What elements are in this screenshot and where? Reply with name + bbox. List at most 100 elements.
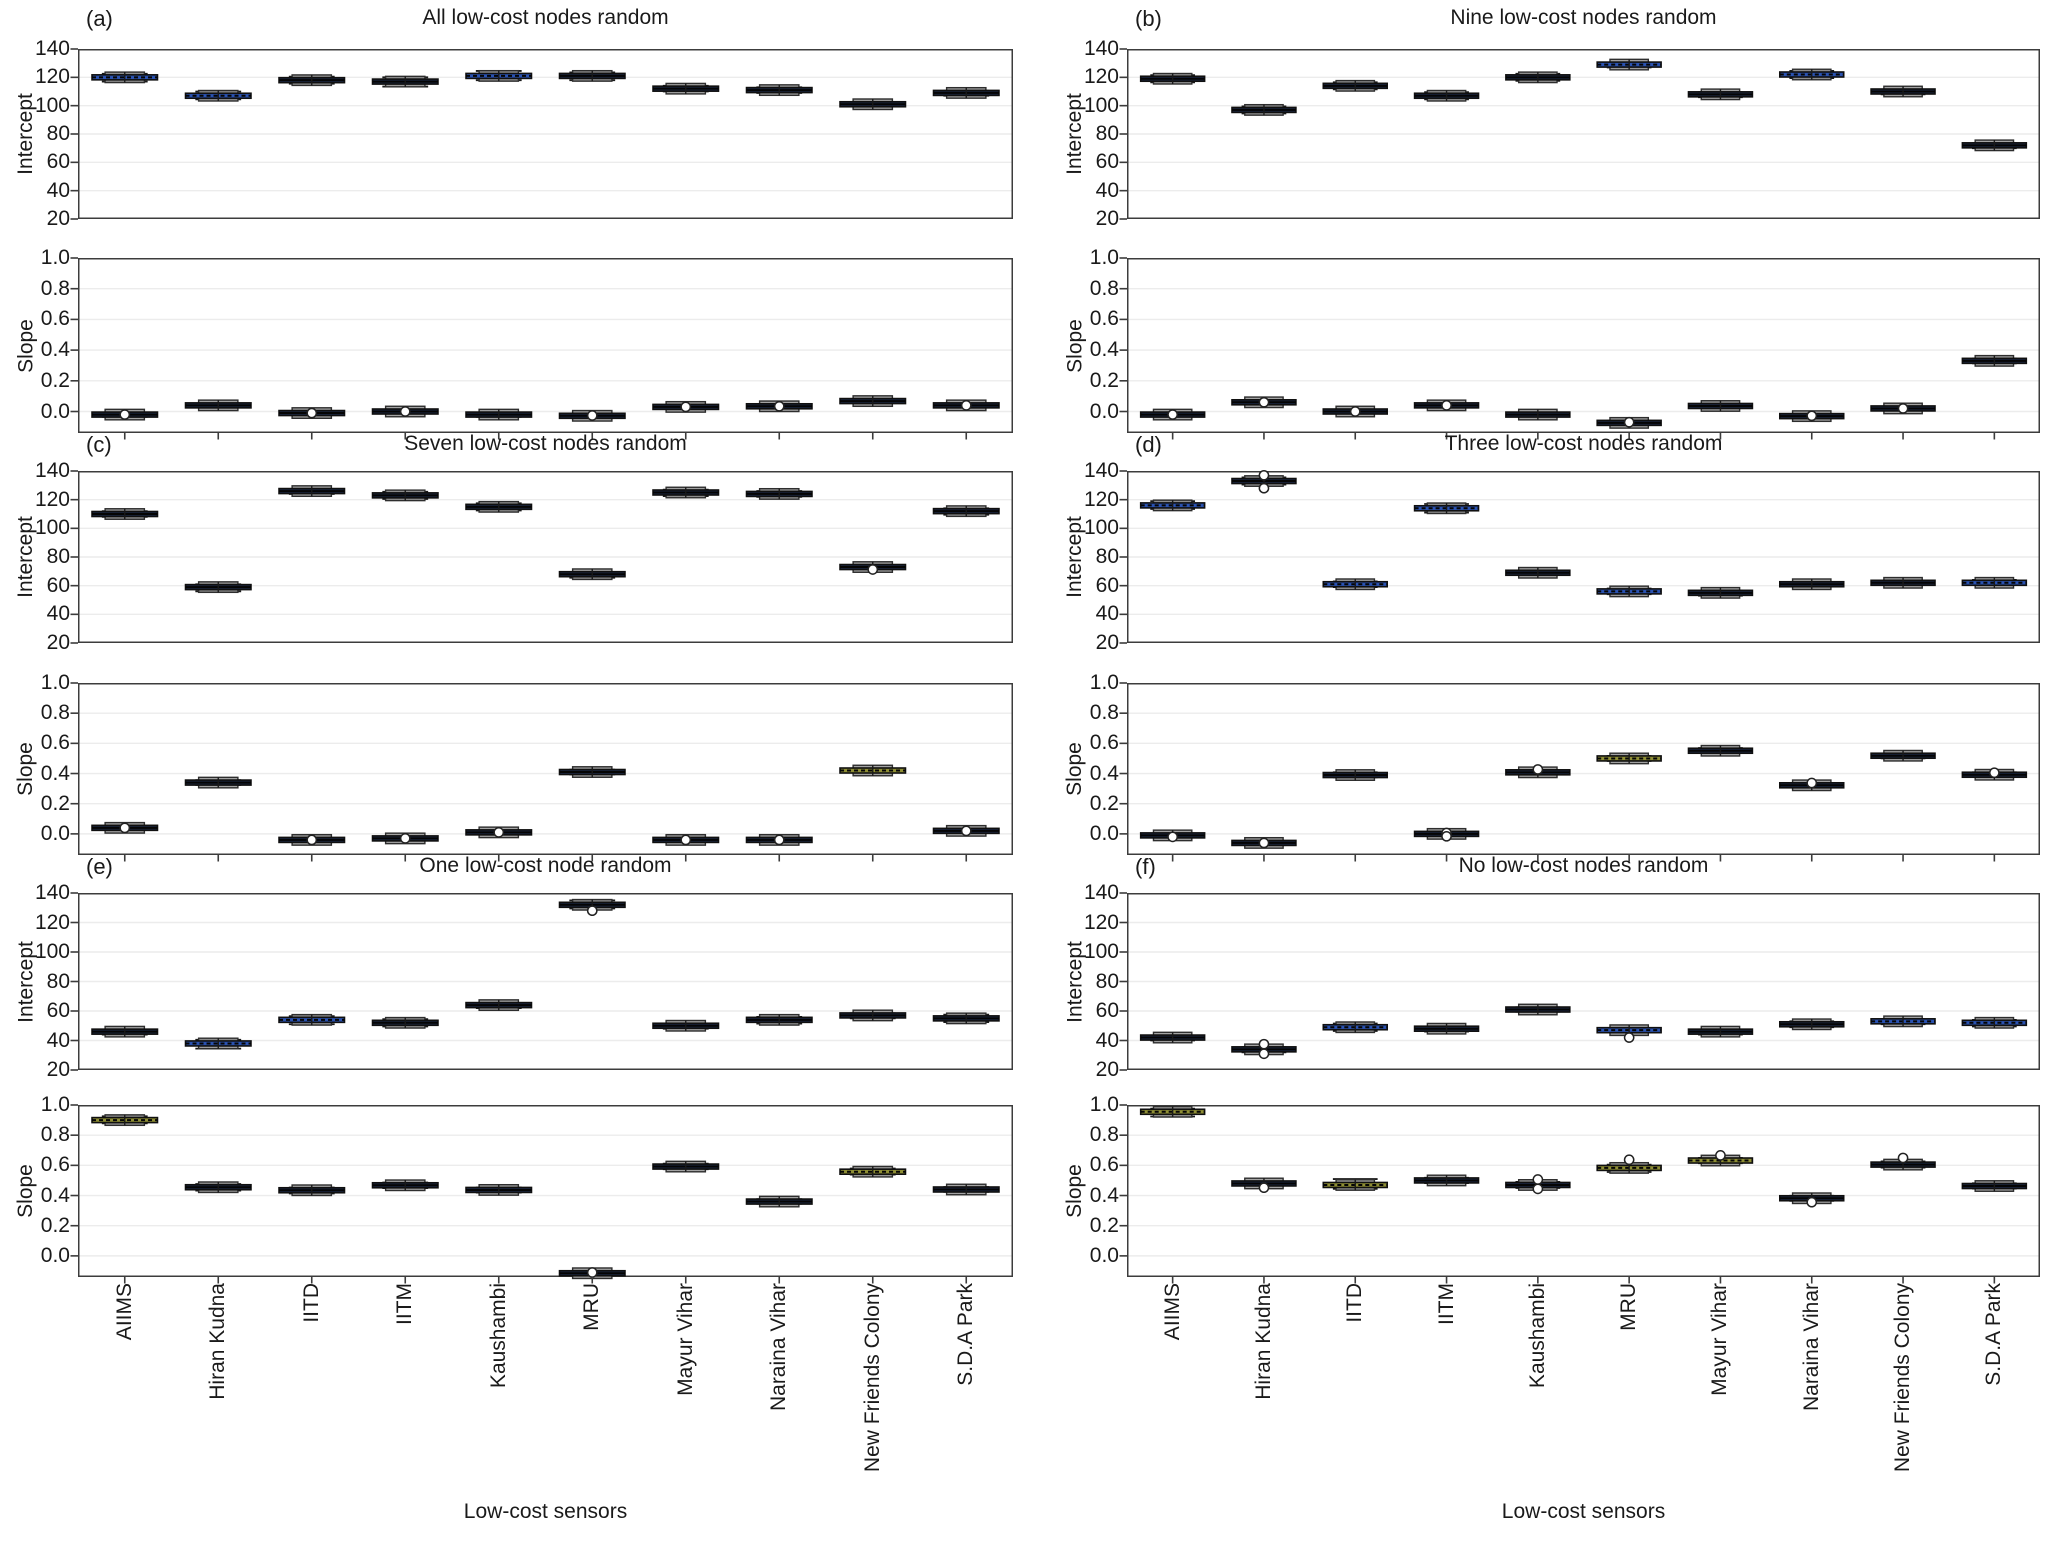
outlier-point <box>399 833 411 844</box>
plot-frame <box>1127 1105 2040 1277</box>
boxplot-Mayur Vihar <box>1687 1150 1754 1167</box>
boxplot-IITD <box>1322 405 1389 418</box>
boxplot-Mayur Vihar <box>1687 744 1754 757</box>
boxplot-AIIMS <box>91 508 159 520</box>
y-tick-label: 20 <box>46 207 70 230</box>
outlier-point <box>1897 1152 1909 1164</box>
boxplot-Naraina Vihar <box>745 400 813 413</box>
y-tick-label: 0.8 <box>40 276 70 300</box>
outlier-point <box>1441 830 1452 842</box>
boxplot-Hiran Kudna <box>184 581 252 594</box>
y-tick-label: 40 <box>1095 1028 1119 1052</box>
panel-letter-b: (b) <box>1135 6 1162 31</box>
y-tick-label: 0.2 <box>1089 791 1119 815</box>
boxplot-Mayur Vihar <box>652 833 720 846</box>
boxplot-Naraina Vihar <box>1778 578 1845 591</box>
y-tick-label: 60 <box>46 150 70 174</box>
outlier-point <box>1258 1038 1270 1050</box>
boxplot-New Friends Colony <box>839 1009 907 1022</box>
boxplot-IITD <box>278 833 346 846</box>
boxplot-IITM <box>1413 1022 1480 1035</box>
y-axis-label-intercept: Intercept <box>14 93 37 175</box>
y-tick-label: 0.4 <box>1089 338 1119 362</box>
y-tick-label: 80 <box>1095 545 1119 568</box>
outlier-point <box>399 406 411 417</box>
y-tick-label: 60 <box>1095 150 1119 174</box>
y-tick-label: 0.6 <box>40 1153 70 1177</box>
boxplot-IITM <box>371 1179 439 1192</box>
sensor-label-hiran-kudna: Hiran Kudna <box>206 1283 230 1400</box>
boxplot-S.D.A Park <box>1961 1180 2028 1192</box>
y-tick-label: 140 <box>1083 459 1119 482</box>
panel-title-f: No low-cost nodes random <box>1458 854 1709 877</box>
boxplot-S.D.A Park <box>932 399 1000 412</box>
sensor-label-iitd: IITD <box>1343 1283 1367 1323</box>
y-tick-label: 1.0 <box>1089 671 1119 694</box>
y-axis-label-intercept: Intercept <box>14 516 37 598</box>
boxplot-AIIMS <box>91 1025 159 1038</box>
boxplot-IITD <box>1322 79 1389 92</box>
boxplot-New Friends Colony <box>1870 1015 1936 1028</box>
y-tick-label: 20 <box>46 1058 70 1081</box>
boxplot-MRU <box>558 69 626 82</box>
boxplot-Hiran Kudna <box>184 1037 252 1050</box>
boxplot-MRU <box>1596 752 1662 765</box>
boxplot-Naraina Vihar <box>1778 1018 1845 1031</box>
boxplot-IITD <box>1322 769 1389 781</box>
plot-frame <box>1127 258 2040 433</box>
y-tick-label: 80 <box>1095 969 1119 993</box>
y-tick-label: 120 <box>1083 65 1119 89</box>
y-tick-label: 0.2 <box>1089 368 1119 392</box>
outlier-point <box>1532 1174 1544 1185</box>
y-axis-label-intercept: Intercept <box>1063 940 1086 1023</box>
y-tick-label: 140 <box>34 881 70 904</box>
y-tick-label: 0.8 <box>40 701 70 725</box>
boxplot-S.D.A Park <box>932 86 1000 99</box>
boxplot-S.D.A Park <box>1961 1016 2028 1029</box>
outlier-point <box>1532 1183 1544 1195</box>
boxplot-Mayur Vihar <box>652 1019 720 1032</box>
outlier-point <box>680 834 692 846</box>
boxplot-Kaushambi <box>465 999 533 1012</box>
boxplot-Hiran Kudna <box>1231 1038 1297 1060</box>
plot-frame <box>78 471 1013 643</box>
panel-letter-d: (d) <box>1135 432 1162 457</box>
plot-frame <box>78 1105 1013 1277</box>
outlier-point <box>1258 396 1270 408</box>
outlier-point <box>306 407 318 419</box>
outlier-point <box>867 564 879 575</box>
y-tick-label: 0.4 <box>40 338 70 362</box>
subplot-intercept-5 <box>1119 892 2040 1071</box>
boxplot-Naraina Vihar <box>1778 68 1845 81</box>
boxplot-IITM <box>371 1016 439 1029</box>
boxplot-Naraina Vihar <box>1778 410 1845 423</box>
y-tick-label: 0.0 <box>40 1243 70 1267</box>
y-tick-label: 0.8 <box>1089 701 1119 725</box>
subplot-slope-2 <box>70 682 1013 862</box>
boxplot-S.D.A Park <box>1961 767 2028 781</box>
boxplot-IITM <box>371 832 439 845</box>
y-tick-label: 0.0 <box>40 821 70 845</box>
boxplot-MRU <box>1596 58 1662 71</box>
boxplot-New Friends Colony <box>1870 576 1936 589</box>
y-tick-label: 0.8 <box>1089 1123 1119 1147</box>
boxplot-MRU <box>558 568 626 581</box>
boxplot-Kaushambi <box>465 1183 533 1196</box>
boxplot-Hiran Kudna <box>184 89 252 102</box>
y-axis-label-slope: Slope <box>1063 1164 1086 1218</box>
y-tick-label: 60 <box>46 999 70 1022</box>
boxplot-AIIMS <box>1139 1105 1206 1118</box>
panel-title-b: Nine low-cost nodes random <box>1450 6 1717 29</box>
boxplot-AIIMS <box>1139 829 1206 843</box>
y-tick-label: 0.4 <box>1089 1183 1119 1207</box>
y-tick-label: 0.8 <box>40 1123 70 1147</box>
subplot-intercept-4 <box>70 892 1013 1071</box>
boxplot-S.D.A Park <box>932 1183 1000 1196</box>
boxplot-New Friends Colony <box>839 764 907 777</box>
y-tick-label: 140 <box>34 37 70 60</box>
sensor-label-iitd: IITD <box>299 1283 323 1323</box>
outlier-point <box>1623 1032 1635 1043</box>
outlier-point <box>1258 482 1270 494</box>
outlier-point <box>493 827 505 838</box>
y-axis-label-intercept: Intercept <box>1063 516 1086 598</box>
